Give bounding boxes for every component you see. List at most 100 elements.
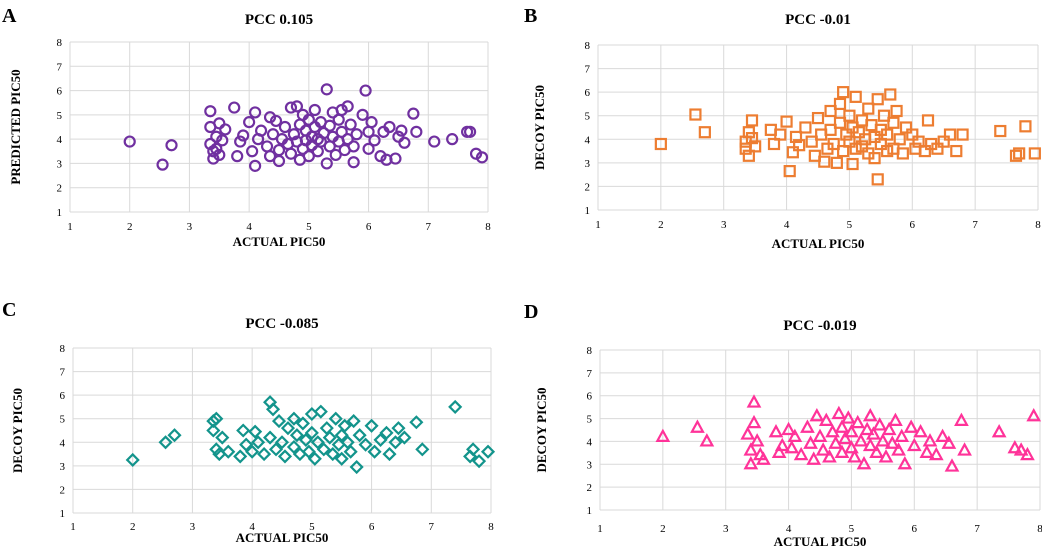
scatter-chart-c: C PCC -0.085 1 2 3 4 5 6 7 8 1 2 3 4 5 6 7 8 ACTUAL PIC50 D…	[2, 299, 496, 545]
data-point	[994, 124, 1007, 138]
data-point	[389, 152, 402, 165]
data-point	[742, 149, 755, 162]
data-point	[935, 428, 950, 442]
scatter-chart-d: D PCC -0.019 1 2 3 4 5 6 7 8 1 2 3 4 5 6 7 8 ACTUAL PIC50 D…	[524, 301, 1042, 548]
data-point	[884, 88, 897, 101]
chart-title: PCC -0.085	[245, 316, 318, 332]
y-tick-label: 6	[587, 391, 593, 403]
data-point	[862, 437, 878, 452]
data-point	[830, 156, 843, 169]
data-point	[286, 439, 301, 455]
data-point	[745, 132, 759, 145]
panel-d: D PCC -0.019 1 2 3 4 5 6 7 8 1 2 3 4 5 6 7 8 ACTUAL PIC50 D…	[522, 278, 1042, 548]
data-point	[248, 424, 263, 439]
data-point	[800, 419, 815, 433]
data-point	[245, 444, 260, 459]
data-point	[943, 128, 957, 141]
data-point	[1028, 147, 1041, 160]
x-tick-label: 5	[847, 219, 853, 231]
data-point	[320, 83, 333, 96]
data-point	[803, 435, 818, 449]
data-point	[234, 135, 247, 148]
data-point	[690, 419, 705, 433]
data-point	[274, 435, 290, 450]
data-point	[786, 146, 799, 159]
data-point	[805, 135, 818, 148]
data-point	[903, 419, 919, 433]
y-tick-label: 1	[57, 207, 63, 219]
data-point	[332, 113, 345, 126]
data-point	[749, 433, 765, 447]
data-point	[475, 151, 489, 164]
y-tick-label: 8	[57, 37, 63, 49]
data-point	[783, 165, 796, 178]
data-point	[844, 440, 859, 454]
data-point	[1013, 442, 1029, 456]
data-point	[290, 100, 304, 113]
data-point	[1020, 446, 1035, 461]
data-point	[352, 428, 367, 443]
data-point	[335, 103, 348, 117]
x-tick-label: 3	[723, 523, 729, 535]
data-point	[888, 412, 903, 426]
data-point	[263, 150, 277, 163]
data-point	[781, 421, 796, 436]
x-tick-label: 8	[1037, 523, 1042, 535]
data-point	[957, 442, 972, 456]
data-point	[891, 442, 906, 456]
panel-c: C PCC -0.085 1 2 3 4 5 6 7 8 1 2 3 4 5 6 7 8 ACTUAL PIC50 D…	[0, 278, 520, 548]
data-point	[856, 456, 872, 470]
x-tick-label: 2	[130, 521, 136, 533]
data-point	[337, 418, 352, 433]
data-point	[893, 133, 906, 146]
data-point	[428, 135, 441, 148]
x-tick-label: 1	[70, 521, 76, 533]
data-point	[286, 411, 301, 426]
data-point	[743, 442, 759, 456]
y-tick-label: 3	[57, 158, 63, 170]
data-point	[304, 425, 319, 440]
data-point	[216, 134, 229, 147]
scatter-chart-a: A PCC 0.105 1 2 3 4 5 6 7 8 1 2 3 4 5 6 7 8 ACTUAL PIC50 PR…	[2, 5, 491, 249]
data-point	[746, 394, 762, 408]
data-point	[793, 139, 806, 152]
data-point	[341, 100, 354, 113]
data-point	[213, 117, 226, 130]
data-point	[784, 440, 800, 454]
data-point	[209, 411, 224, 426]
data-point	[837, 144, 850, 158]
data-point	[231, 150, 244, 163]
data-point	[310, 435, 325, 450]
data-point	[871, 173, 884, 186]
data-point	[922, 433, 938, 447]
data-point	[699, 433, 715, 447]
data-point	[284, 101, 298, 114]
y-tick-label: 2	[57, 183, 63, 195]
y-tick-label: 6	[585, 87, 591, 99]
data-point	[295, 416, 310, 431]
data-point	[463, 125, 477, 138]
data-point	[263, 430, 278, 445]
data-point	[843, 135, 856, 148]
data-point	[811, 111, 825, 125]
data-point	[655, 428, 671, 442]
data-point	[809, 408, 825, 422]
data-point	[346, 414, 361, 429]
data-point	[887, 116, 900, 129]
data-point	[831, 405, 847, 420]
data-point	[167, 428, 182, 443]
data-point	[373, 432, 388, 447]
data-point	[246, 145, 259, 158]
x-tick-label: 2	[127, 221, 133, 233]
data-point	[343, 444, 358, 459]
data-point	[221, 444, 236, 459]
data-point	[774, 128, 787, 141]
data-point	[383, 120, 396, 134]
data-point	[466, 442, 481, 457]
data-point	[855, 140, 869, 153]
data-point	[284, 147, 298, 160]
y-tick-label: 8	[585, 40, 591, 52]
data-point	[743, 456, 759, 470]
data-point	[866, 426, 881, 440]
data-point	[207, 145, 220, 158]
